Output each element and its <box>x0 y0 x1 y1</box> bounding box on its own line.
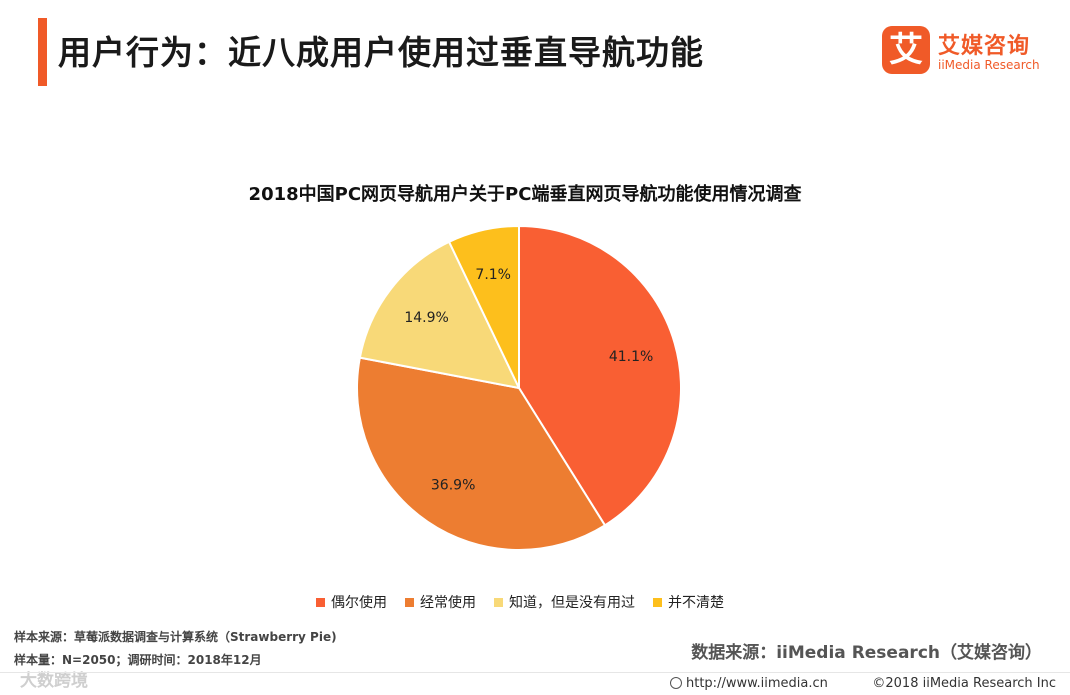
iimedia-logo-icon: 艾 <box>882 26 930 74</box>
footer: http://www.iimedia.cn ©2018 iiMedia Rese… <box>0 672 1070 695</box>
legend-item-frequent: 经常使用 <box>405 592 476 612</box>
pie-slice-frequent <box>356 356 607 551</box>
footer-url-link[interactable]: http://www.iimedia.cn <box>686 676 828 691</box>
legend-item-occasional: 偶尔使用 <box>316 592 387 612</box>
logo-name-en: iiMedia Research <box>938 58 1040 72</box>
pie-label-known-unused: 14.9% <box>404 310 448 326</box>
chart-legend: 偶尔使用 经常使用 知道，但是没有用过 并不清楚 <box>0 592 1040 612</box>
data-source: 数据来源：iiMedia Research（艾媒咨询） <box>691 643 1042 663</box>
page-title: 用户行为：近八成用户使用过垂直导航功能 <box>58 33 704 72</box>
watermark: 大数跨境 <box>20 671 88 691</box>
legend-item-known-unused: 知道，但是没有用过 <box>494 592 635 612</box>
pie-label-occasional: 41.1% <box>609 349 653 365</box>
sample-size: 样本量：N=2050；调研时间：2018年12月 <box>14 653 262 667</box>
legend-label: 经常使用 <box>420 595 476 611</box>
legend-label: 偶尔使用 <box>331 595 387 611</box>
logo-name-cn: 艾媒咨询 <box>938 34 1031 59</box>
pie-label-frequent: 36.9% <box>431 477 475 493</box>
footer-copyright: ©2018 iiMedia Research Inc <box>872 676 1056 691</box>
sample-source: 样本来源：草莓派数据调查与计算系统（Strawberry Pie) <box>14 630 337 644</box>
legend-swatch <box>316 597 325 607</box>
legend-item-unclear: 并不清楚 <box>653 592 724 612</box>
iimedia-logo: 艾 艾媒咨询 iiMedia Research <box>882 26 1057 78</box>
legend-label: 并不清楚 <box>668 595 724 611</box>
footer-url-group: http://www.iimedia.cn <box>670 676 828 691</box>
pie-slice-unclear <box>447 224 520 389</box>
pie-label-unclear: 7.1% <box>475 267 511 283</box>
legend-swatch <box>494 597 503 607</box>
pie-slice-known-unused <box>358 240 521 390</box>
legend-swatch <box>653 597 662 607</box>
legend-swatch <box>405 597 414 607</box>
title-accent-bar <box>38 18 47 86</box>
globe-icon <box>670 677 682 689</box>
pie-slice-occasional <box>518 224 682 527</box>
chart-title: 2018中国PC网页导航用户关于PC端垂直网页导航功能使用情况调查 <box>248 184 802 205</box>
legend-label: 知道，但是没有用过 <box>509 595 635 611</box>
